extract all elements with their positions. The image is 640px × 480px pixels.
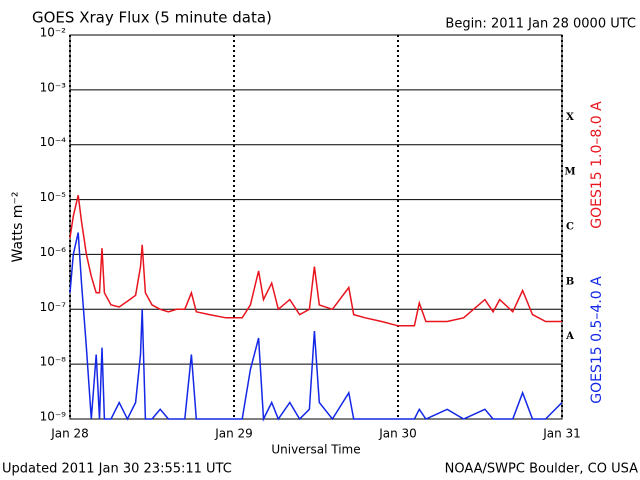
- y-tick-label: 10⁻⁶: [40, 245, 67, 259]
- flare-class: M: [564, 167, 575, 178]
- y-tick-label: 10⁻⁷: [40, 300, 67, 314]
- plot-frame: [69, 34, 563, 420]
- legend-entry: GOES15 1.0–8.0 A: [589, 101, 605, 229]
- begin-time: Begin: 2011 Jan 28 0000 UTC: [445, 17, 636, 32]
- y-tick-label: 10⁻⁸: [40, 355, 67, 369]
- x-tick-label: Jan 29: [214, 427, 253, 441]
- series-line: [69, 232, 563, 422]
- x-axis-label: Universal Time: [271, 443, 360, 457]
- chart-title: GOES Xray Flux (5 minute data): [32, 9, 272, 27]
- y-axis-label: Watts m⁻²: [10, 192, 26, 263]
- y-tick-label: 10⁻⁵: [40, 190, 67, 204]
- y-tick-label: 10⁻⁴: [40, 135, 67, 149]
- flare-class: X: [566, 112, 574, 123]
- footer-updated: Updated 2011 Jan 30 23:55:11 UTC: [2, 462, 232, 477]
- flare-class: C: [566, 222, 574, 233]
- flare-class: B: [566, 276, 574, 287]
- y-tick-label: 10⁻²: [40, 26, 67, 40]
- x-tick-label: Jan 30: [378, 427, 417, 441]
- y-tick-label: 10⁻⁹: [40, 410, 67, 424]
- footer-credit: NOAA/SWPC Boulder, CO USA: [445, 462, 638, 477]
- y-tick-label: 10⁻³: [40, 80, 67, 94]
- x-tick-label: Jan 28: [50, 427, 89, 441]
- series-line: [69, 195, 562, 327]
- x-tick-label: Jan 31: [542, 427, 581, 441]
- flare-class: A: [565, 331, 574, 342]
- legend-entry: GOES15 0.5–4.0 A: [589, 276, 605, 404]
